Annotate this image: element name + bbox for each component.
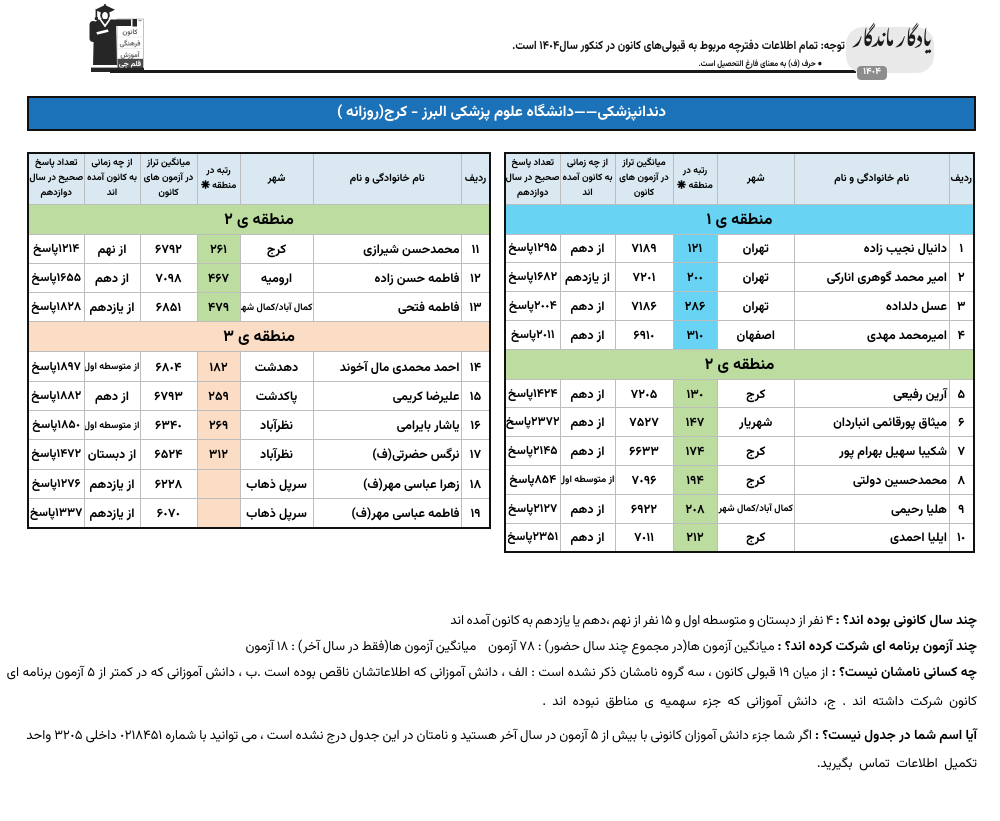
- svg-text:آموزش: آموزش: [120, 50, 140, 61]
- svg-text:کانون: کانون: [122, 27, 137, 38]
- svg-text:قلم چی: قلم چی: [119, 58, 142, 70]
- svg-text:فرهنگی: فرهنگی: [120, 39, 141, 50]
